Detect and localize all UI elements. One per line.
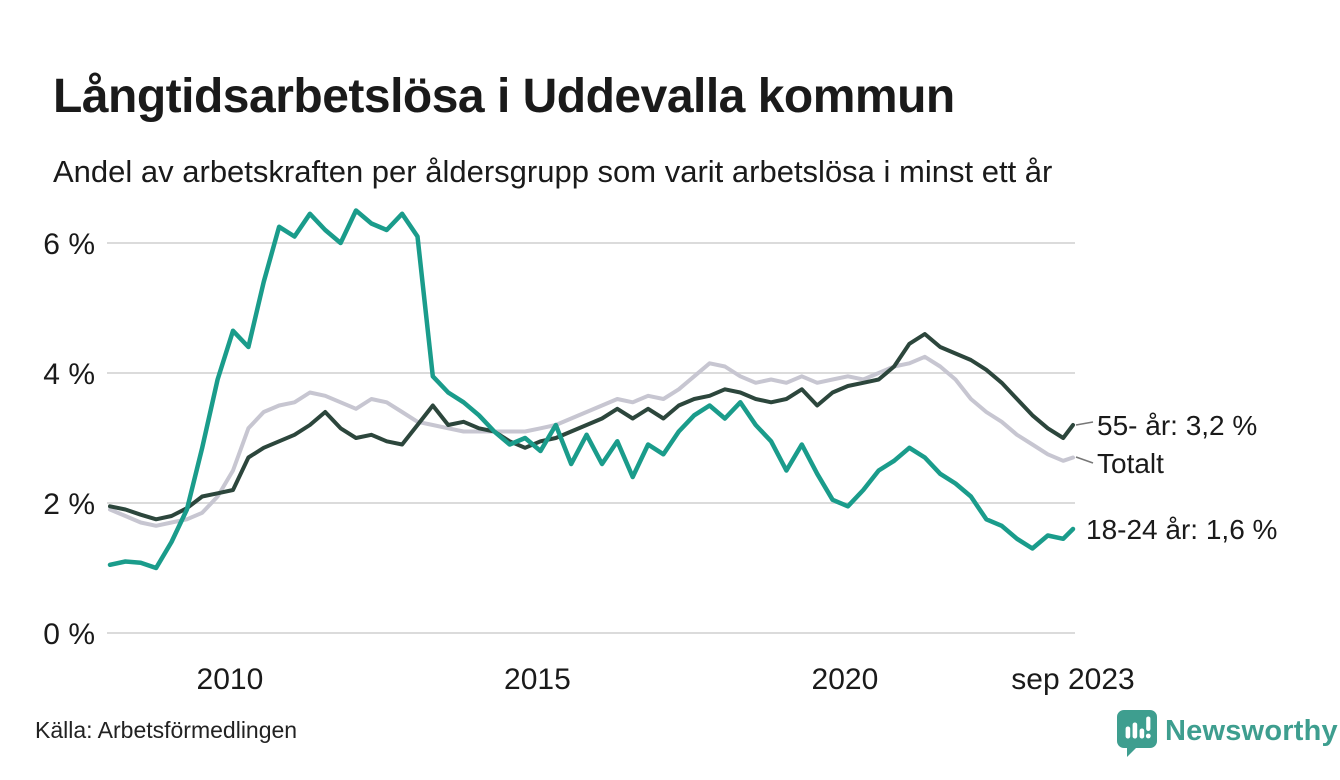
series-end-label-18-24-ar: 18-24 år: 1,6 %	[1086, 514, 1278, 545]
y-tick-label: 4 %	[43, 358, 95, 391]
speech-bubble-bar-chart-icon	[1117, 710, 1157, 757]
label-connector	[1075, 421, 1094, 426]
y-tick-label: 6 %	[43, 228, 95, 261]
series-line-55-ar	[108, 332, 1075, 522]
newsworthy-logo: Newsworthy	[1117, 710, 1338, 757]
label-connector	[1075, 456, 1094, 464]
brand-wordmark: Newsworthy	[1165, 715, 1338, 747]
series-line-totalt	[108, 354, 1075, 528]
page-title: Långtidsarbetslösa i Uddevalla kommun	[53, 70, 955, 124]
series-end-label-totalt: Totalt	[1097, 448, 1164, 479]
series-line-18-24-ar	[107, 208, 1076, 571]
series-end-label-55-ar: 55- år: 3,2 %	[1097, 410, 1258, 441]
x-tick-label: 2015	[504, 663, 571, 696]
y-tick-label: 0 %	[43, 618, 95, 651]
chart-subtitle: Andel av arbetskraften per åldersgrupp s…	[53, 154, 1053, 189]
x-tick-label: 2010	[197, 663, 264, 696]
x-tick-label: 2020	[812, 663, 879, 696]
source-attribution: Källa: Arbetsförmedlingen	[35, 717, 298, 743]
y-tick-label: 2 %	[43, 488, 95, 521]
x-tick-label: sep 2023	[1011, 663, 1134, 696]
